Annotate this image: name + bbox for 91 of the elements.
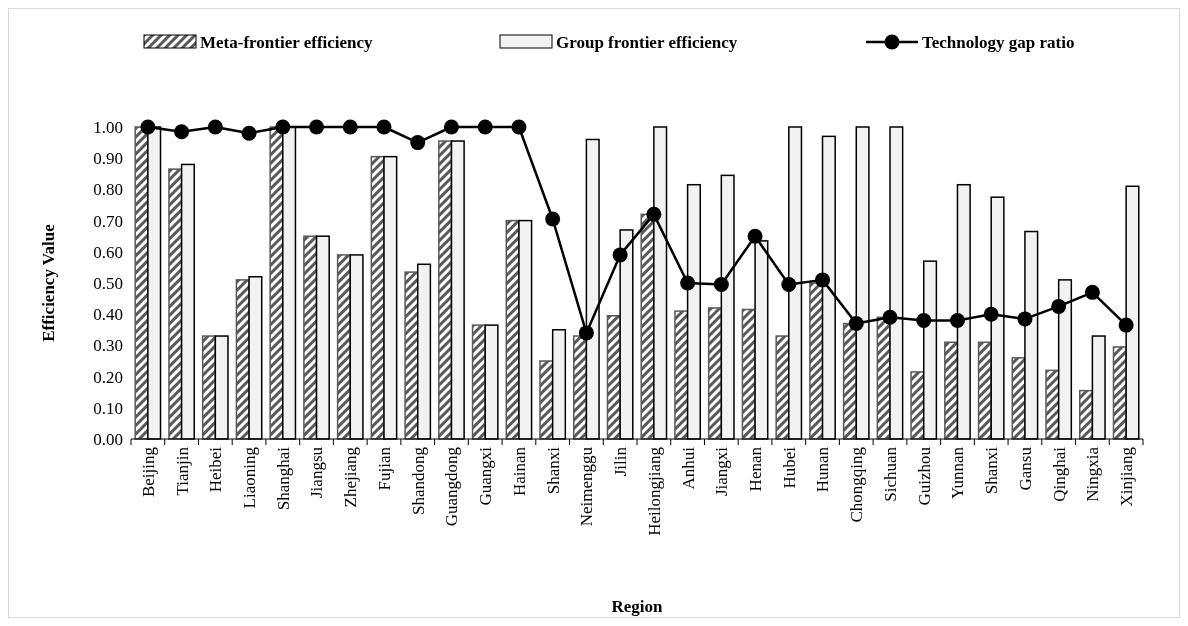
point xyxy=(207,119,223,135)
point xyxy=(848,316,864,332)
bar xyxy=(134,126,149,440)
y-tick-label: 0.50 xyxy=(93,273,123,293)
x-tick-label: Heilongjiang xyxy=(644,446,664,536)
y-tick-label: 0.70 xyxy=(93,211,123,231)
y-axis-title: Efficiency Value xyxy=(39,223,58,342)
x-tick-label: Guangdong xyxy=(442,446,462,527)
bar xyxy=(707,307,723,440)
x-tick-label: Ningxia xyxy=(1083,446,1103,502)
x-tick-label: Anhui xyxy=(678,446,698,490)
x-tick-label: Tianjin xyxy=(172,446,192,496)
bar xyxy=(269,126,284,440)
x-tick-label: Sichuan xyxy=(880,446,900,502)
point xyxy=(140,119,156,135)
point xyxy=(511,119,527,135)
point xyxy=(578,325,594,341)
bar xyxy=(944,341,959,440)
point xyxy=(646,206,662,222)
x-tick-label: Jilin xyxy=(611,446,631,477)
x-tick-label: Fujian xyxy=(374,446,394,491)
x-tick-label: Shanxi xyxy=(543,446,563,495)
x-tick-label: Jiangsu xyxy=(307,446,327,498)
point xyxy=(983,306,999,322)
bar xyxy=(336,254,352,440)
x-tick-label: Gansu xyxy=(1015,446,1035,491)
legend-label: Meta-frontier efficiency xyxy=(200,32,374,52)
bar xyxy=(168,168,183,440)
point xyxy=(949,312,965,328)
x-tick-label: Xinjiang xyxy=(1117,446,1137,507)
point xyxy=(1084,284,1100,300)
bar xyxy=(438,140,453,440)
x-tick-label: Shanxi xyxy=(982,446,1002,495)
y-tick-label: 0.00 xyxy=(93,429,123,449)
y-tick-label: 1.00 xyxy=(93,117,123,137)
bar xyxy=(404,271,419,440)
x-tick-label: Beijing xyxy=(138,446,158,498)
point xyxy=(477,119,493,135)
point xyxy=(1118,317,1134,333)
x-tick-label: Zhejiang xyxy=(341,446,361,508)
point xyxy=(241,125,257,141)
bar xyxy=(775,335,790,440)
x-tick-label: Hubei xyxy=(779,446,799,489)
point xyxy=(882,309,898,325)
bar xyxy=(910,371,925,440)
point xyxy=(275,119,291,135)
point xyxy=(376,119,392,135)
x-tick-label: Hunan xyxy=(813,446,833,493)
bar xyxy=(539,360,554,440)
y-tick-label: 0.40 xyxy=(93,305,123,325)
bar xyxy=(809,282,824,440)
point xyxy=(410,135,426,151)
y-tick-label: 0.90 xyxy=(93,149,123,169)
x-tick-label: Henan xyxy=(746,446,766,492)
x-tick-label: Shanghai xyxy=(273,446,293,511)
point xyxy=(443,119,459,135)
x-tick-label: Jiangxi xyxy=(712,446,732,497)
bar xyxy=(674,310,689,440)
point xyxy=(545,211,561,227)
x-tick-label: Neimenggu xyxy=(577,446,597,527)
point xyxy=(916,312,932,328)
point xyxy=(342,119,358,135)
point xyxy=(1051,298,1067,314)
legend-label: Group frontier efficiency xyxy=(556,32,738,52)
point xyxy=(781,277,797,293)
bar xyxy=(303,235,318,440)
y-tick-label: 0.30 xyxy=(93,336,123,356)
x-tick-label: Shandong xyxy=(408,446,428,515)
point xyxy=(1017,311,1033,327)
y-tick-label: 0.60 xyxy=(93,242,123,262)
y-tick-label: 0.80 xyxy=(93,180,123,200)
point xyxy=(747,228,763,244)
x-tick-label: Liaoning xyxy=(240,446,260,509)
x-tick-label: Heibei xyxy=(206,446,226,493)
point xyxy=(815,272,831,288)
point xyxy=(612,247,628,263)
legend-label: Technology gap ratio xyxy=(922,32,1075,52)
y-tick-label: 0.20 xyxy=(93,367,123,387)
point xyxy=(713,277,729,293)
x-tick-label: Hainan xyxy=(509,446,529,497)
x-tick-label: Guangxi xyxy=(476,446,496,506)
x-axis-title: Region xyxy=(611,597,664,616)
x-tick-label: Guizhou xyxy=(914,446,934,506)
x-tick-label: Chongqing xyxy=(847,446,867,523)
bar xyxy=(201,335,217,440)
point xyxy=(309,119,325,135)
point xyxy=(174,124,190,140)
point xyxy=(680,275,696,291)
x-tick-label: Qinghai xyxy=(1049,446,1069,502)
x-tick-label: Yunnan xyxy=(948,446,968,499)
y-tick-label: 0.10 xyxy=(93,398,123,418)
